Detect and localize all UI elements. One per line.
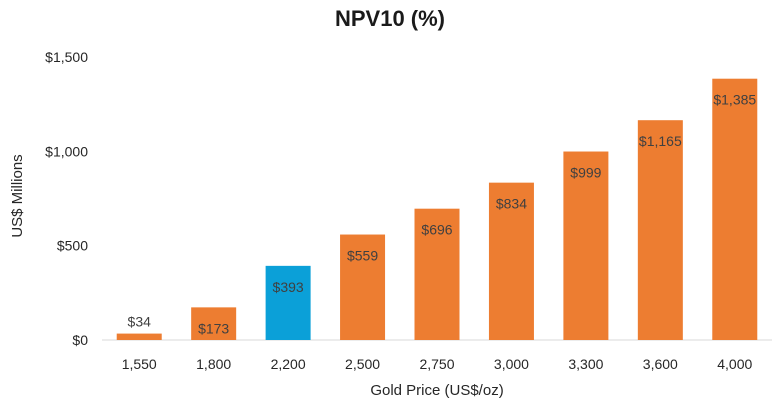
x-tick-label: 3,600 [643, 356, 678, 372]
data-label: $1,165 [639, 133, 682, 149]
x-axis-label: Gold Price (US$/oz) [370, 382, 503, 399]
x-tick-label: 1,800 [196, 356, 231, 372]
y-tick-label: $1,500 [45, 49, 88, 65]
data-label: $1,385 [713, 92, 756, 108]
data-label: $559 [347, 248, 378, 264]
bar [414, 208, 460, 340]
x-tick-label: 3,300 [568, 356, 603, 372]
bar [116, 333, 162, 340]
data-label: $999 [570, 165, 601, 181]
data-label: $34 [128, 314, 152, 330]
data-labels-group: $34 $173 $393 $559 $696 $834 $999 $1,165 $1,385 [128, 92, 757, 337]
chart-title: NPV10 (%) [335, 6, 445, 31]
y-tick-label: $500 [57, 238, 88, 254]
data-label: $834 [496, 196, 527, 212]
x-tick-label: 1,550 [122, 356, 157, 372]
data-label: $173 [198, 320, 229, 336]
y-tick-label: $1,000 [45, 143, 88, 159]
y-axis-label: US$ Millions [9, 154, 26, 237]
bar [191, 307, 237, 340]
x-tick-label: 3,000 [494, 356, 529, 372]
y-tick-label: $0 [72, 332, 88, 348]
bar [340, 234, 386, 340]
bar [488, 182, 534, 340]
bars-group [116, 78, 758, 341]
data-label: $393 [273, 279, 304, 295]
y-axis-ticks: $0 $500 $1,000 $1,500 [45, 49, 88, 348]
x-tick-label: 2,200 [271, 356, 306, 372]
bar [563, 151, 609, 340]
data-label: $696 [421, 222, 452, 238]
x-tick-label: 2,750 [419, 356, 454, 372]
bar [265, 265, 311, 340]
bar [637, 120, 683, 340]
x-axis-ticks: 1,550 1,800 2,200 2,500 2,750 3,000 3,300 3,600… [122, 356, 753, 372]
x-tick-label: 4,000 [717, 356, 752, 372]
x-tick-label: 2,500 [345, 356, 380, 372]
bar [712, 78, 758, 341]
